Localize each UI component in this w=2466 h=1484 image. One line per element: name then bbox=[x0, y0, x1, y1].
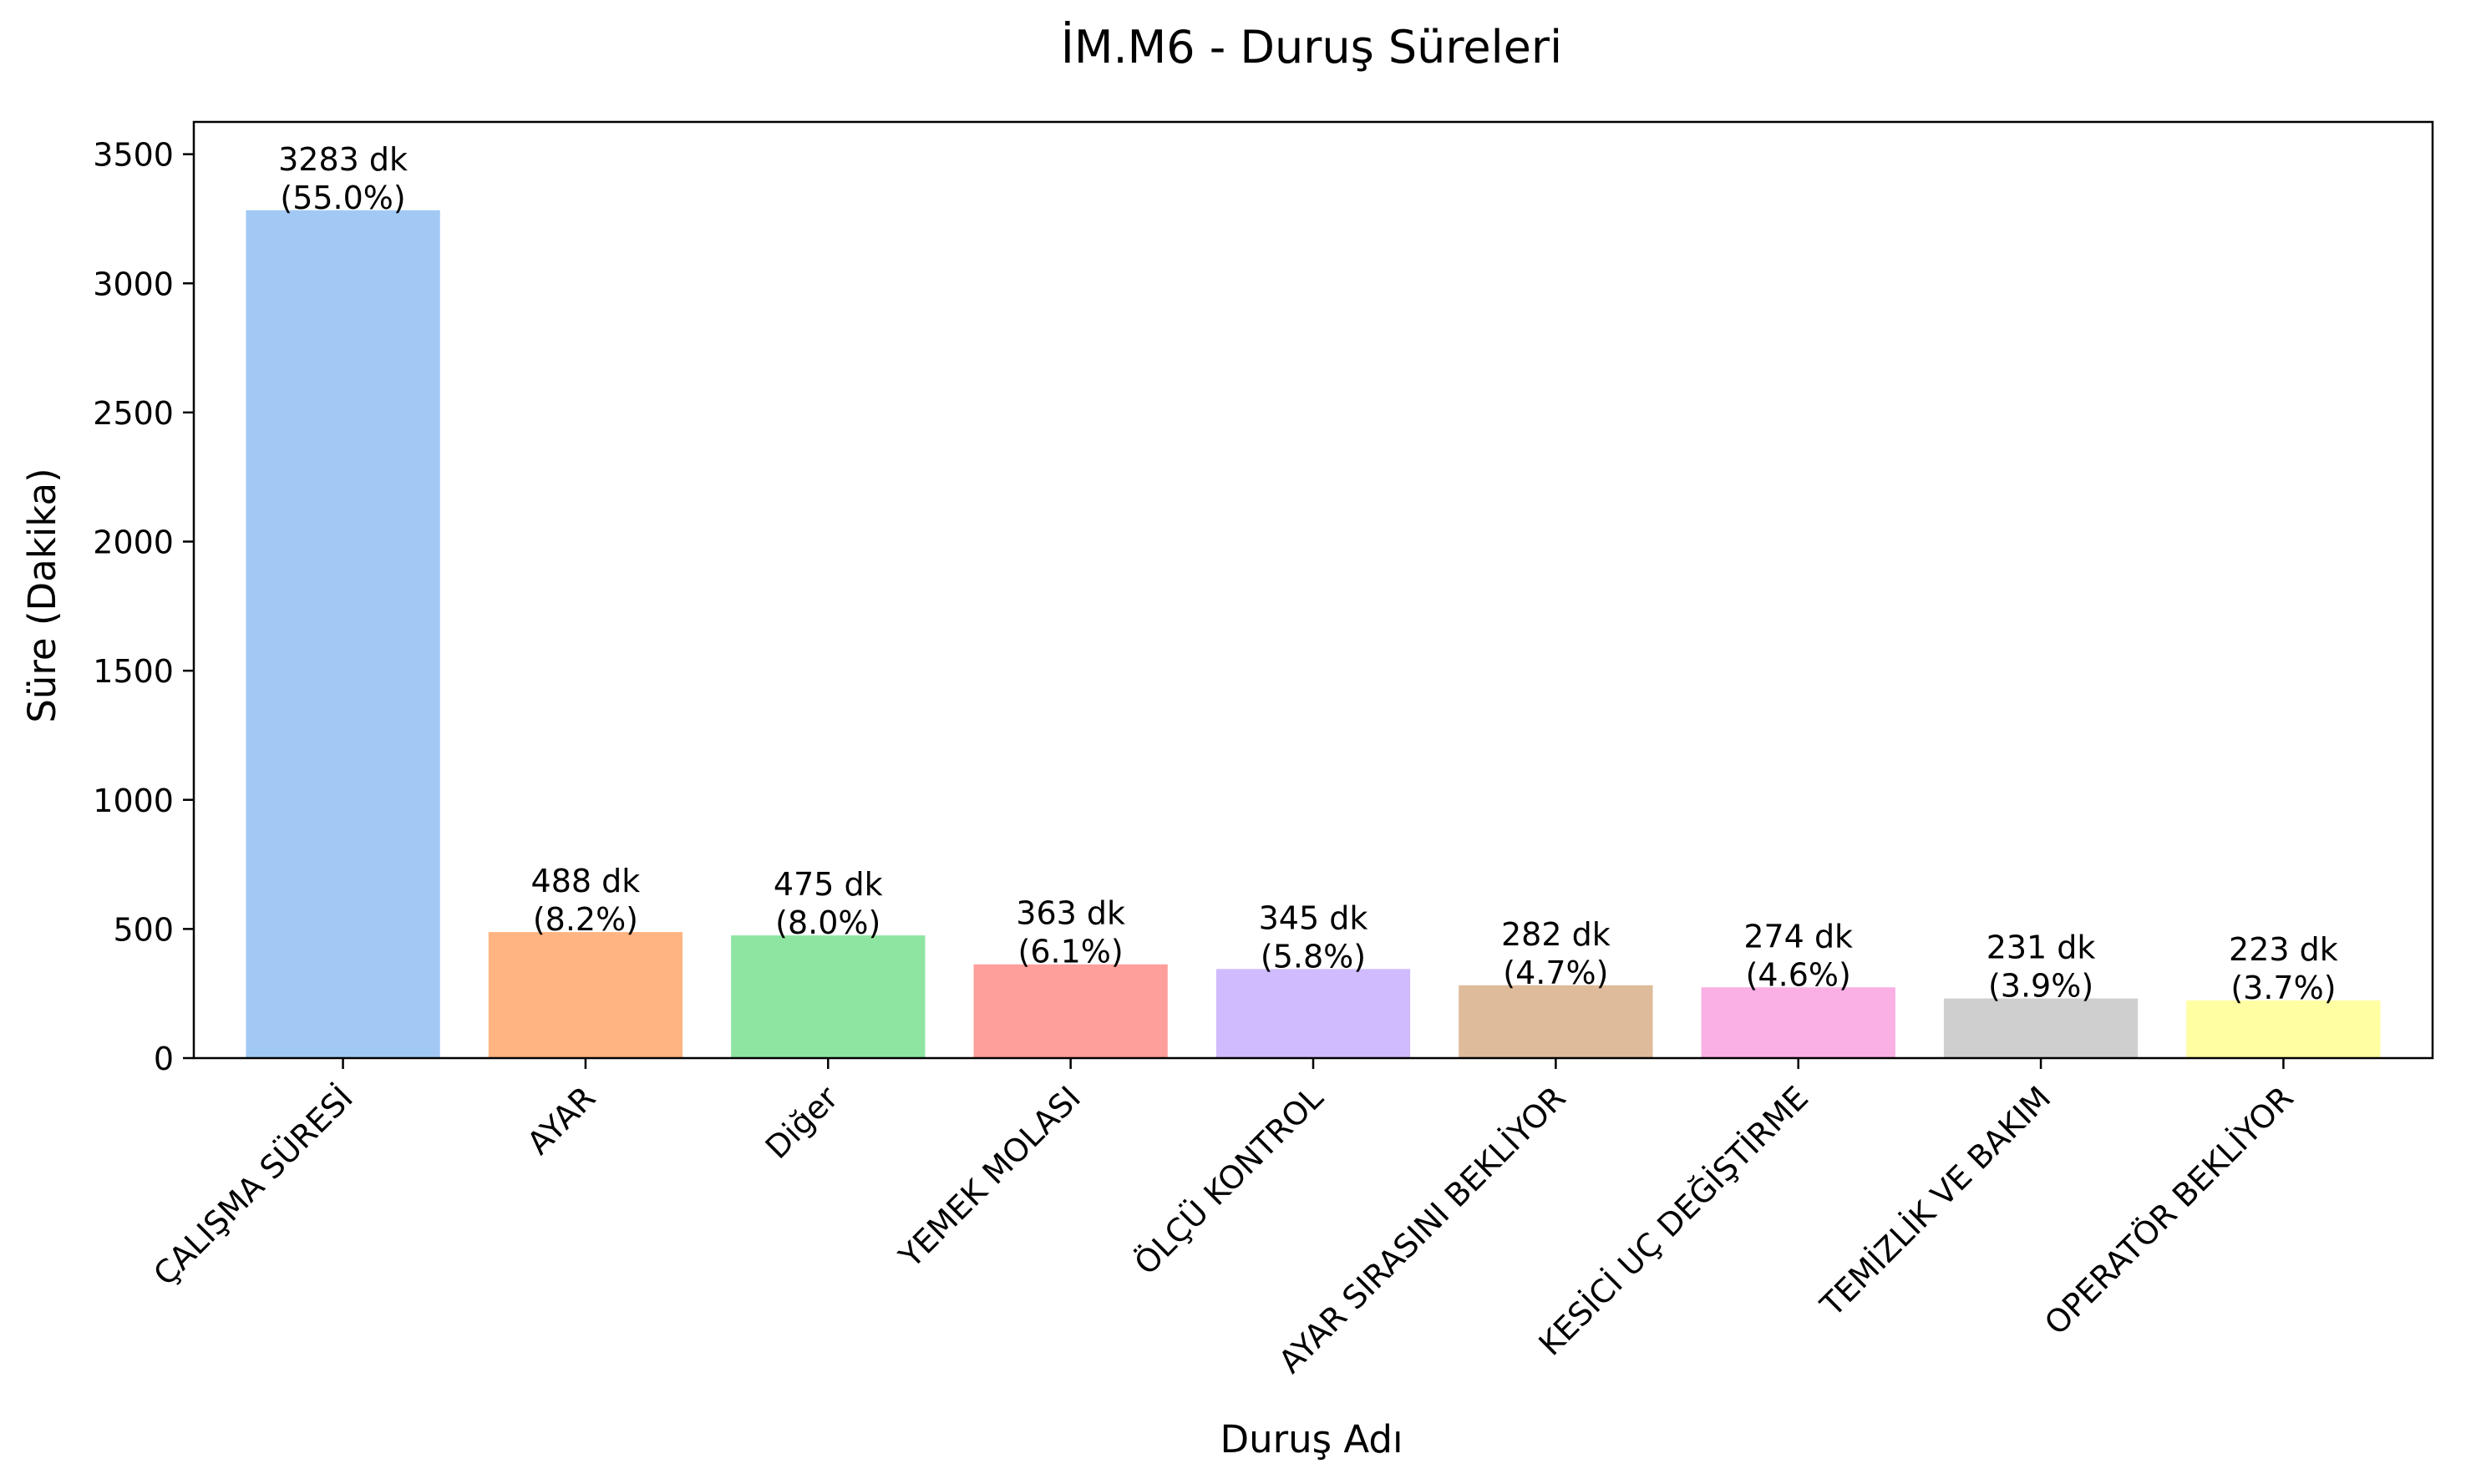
bar-value-label: 223 dk bbox=[2229, 931, 2338, 968]
bar-value-label: 475 dk bbox=[774, 866, 883, 903]
bar-value-label: 345 dk bbox=[1259, 899, 1368, 936]
y-tick-label: 3000 bbox=[93, 266, 174, 302]
x-axis-label: Duruş Adı bbox=[1220, 1417, 1403, 1461]
y-tick-label: 0 bbox=[154, 1041, 174, 1077]
bar bbox=[1701, 987, 1895, 1058]
y-tick-label: 1500 bbox=[93, 653, 174, 690]
bar-value-label: 274 dk bbox=[1743, 918, 1853, 955]
bar bbox=[1459, 985, 1653, 1058]
plot-area: 3283 dk(55.0%) 488 dk(8.2%) 475 dk(8.0%) 36… bbox=[246, 141, 2381, 1058]
bar bbox=[1943, 998, 2139, 1058]
bar bbox=[246, 210, 440, 1058]
bar-percent-label: (5.8%) bbox=[1261, 938, 1366, 975]
bar-percent-label: (4.6%) bbox=[1746, 956, 1851, 993]
bar-value-label: 488 dk bbox=[531, 863, 641, 899]
bar-percent-label: (8.2%) bbox=[533, 901, 638, 938]
bar-value-label: 3283 dk bbox=[278, 141, 408, 178]
bar bbox=[1215, 969, 1411, 1058]
y-axis-label: Süre (Dakika) bbox=[20, 468, 64, 722]
chart-title: İM.M6 - Duruş Süreleri bbox=[1061, 21, 1562, 73]
bar bbox=[973, 964, 1168, 1058]
bar bbox=[731, 935, 926, 1058]
bar bbox=[2186, 1000, 2381, 1058]
bar-percent-label: (55.0%) bbox=[280, 180, 405, 216]
y-tick-label: 3500 bbox=[93, 137, 174, 174]
bar bbox=[488, 932, 683, 1058]
bar-percent-label: (6.1%) bbox=[1018, 934, 1124, 970]
bar-value-label: 231 dk bbox=[1986, 929, 2096, 966]
bar-percent-label: (3.7%) bbox=[2230, 970, 2336, 1006]
bar-percent-label: (8.0%) bbox=[775, 904, 880, 941]
y-tick-label: 2000 bbox=[93, 524, 174, 561]
y-tick-label: 500 bbox=[113, 911, 174, 948]
bar-value-label: 282 dk bbox=[1501, 916, 1611, 953]
y-tick-label: 2500 bbox=[93, 395, 174, 432]
bar-percent-label: (3.9%) bbox=[1988, 968, 2093, 1005]
bar-percent-label: (4.7%) bbox=[1503, 955, 1608, 991]
bar-value-label: 363 dk bbox=[1016, 895, 1125, 932]
y-tick-label: 1000 bbox=[93, 783, 174, 819]
